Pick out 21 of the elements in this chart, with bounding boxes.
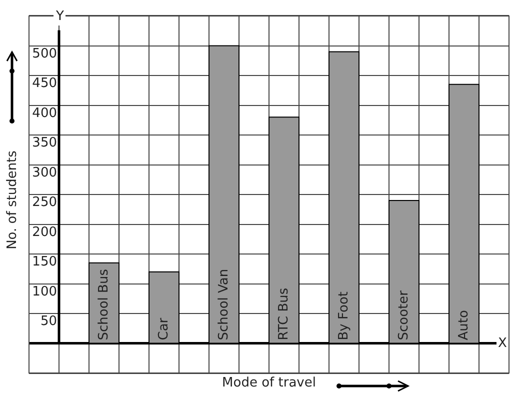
x-tick-label: By Foot [336, 291, 352, 340]
x-tick-label: RTC Bus [276, 288, 292, 340]
y-tick-label: 350 [32, 136, 57, 151]
y-tick-label: 200 [32, 224, 57, 240]
y-tick-label: 50 [40, 314, 57, 330]
y-tick-label: 300 [32, 165, 57, 180]
x-tick-label: Auto [456, 310, 472, 340]
annotation: X [498, 336, 507, 351]
y-tick-label: 500 [32, 46, 57, 62]
x-axis-title: Mode of travel [222, 376, 316, 391]
y-tick-label: 150 [32, 254, 57, 270]
x-tick-label: School Van [216, 268, 232, 340]
y-tick-label: 450 [32, 76, 57, 92]
x-tick-label: School Bus [96, 268, 112, 340]
annotation: Y [55, 9, 64, 24]
x-tick-label: Car [156, 317, 172, 340]
y-tick-label: 250 [32, 195, 57, 210]
x-tick-label: Scooter [396, 290, 412, 340]
y-tick-label: 400 [32, 106, 57, 121]
ylabel-text: No. of students [5, 150, 20, 250]
y-tick-label: 100 [32, 284, 57, 300]
